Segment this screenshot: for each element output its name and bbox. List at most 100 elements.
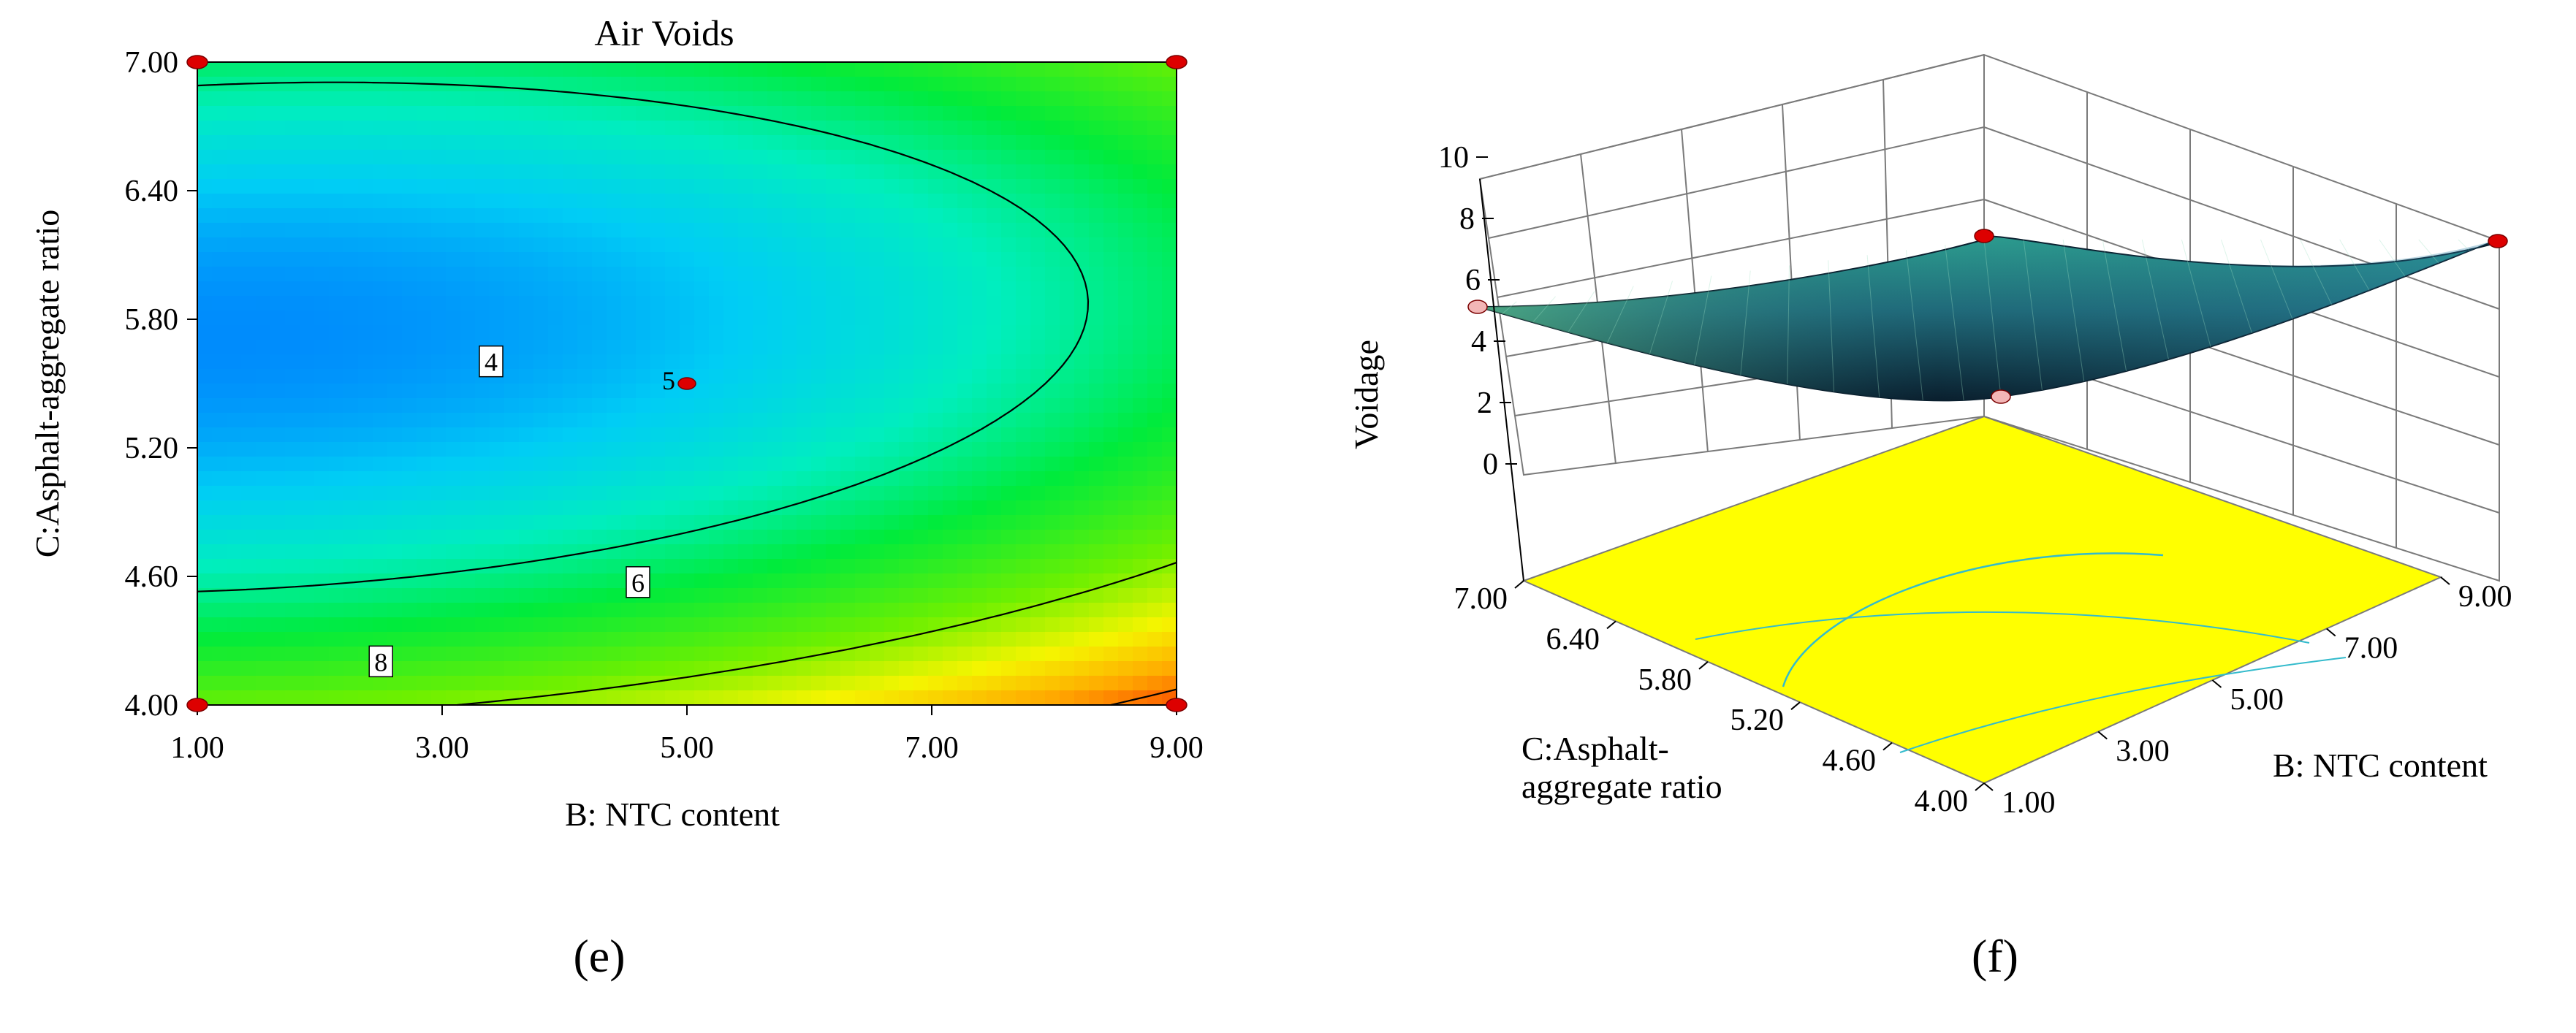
heat-cell bbox=[475, 486, 490, 501]
heat-cell bbox=[241, 340, 257, 355]
heat-cell bbox=[957, 632, 973, 647]
heat-cell bbox=[417, 573, 432, 589]
heat-cell bbox=[928, 121, 943, 136]
y-tick-label: 4.00 bbox=[1915, 785, 1969, 818]
heat-cell bbox=[592, 486, 607, 501]
heat-cell bbox=[1118, 515, 1133, 530]
heat-cell bbox=[519, 369, 534, 384]
heat-cell bbox=[256, 559, 271, 574]
heat-cell bbox=[490, 310, 505, 326]
heat-cell bbox=[840, 91, 856, 107]
heat-cell bbox=[358, 237, 373, 253]
heat-cell bbox=[475, 179, 490, 194]
heat-cell bbox=[533, 603, 549, 618]
heat-cell bbox=[533, 62, 549, 77]
heat-cell bbox=[343, 106, 359, 121]
heat-cell bbox=[548, 384, 563, 399]
heat-cell bbox=[870, 617, 885, 633]
heat-cell bbox=[884, 310, 900, 326]
heat-cell bbox=[256, 530, 271, 545]
heat-cell bbox=[738, 150, 753, 165]
heat-cell bbox=[1016, 588, 1031, 603]
heat-cell bbox=[592, 194, 607, 209]
heat-cell bbox=[1045, 500, 1060, 516]
heat-cell bbox=[402, 340, 417, 355]
heat-cell bbox=[1147, 237, 1163, 253]
heat-cell bbox=[767, 179, 783, 194]
heat-cell bbox=[723, 471, 739, 487]
heat-cell bbox=[402, 77, 417, 92]
heat-cell bbox=[1016, 617, 1031, 633]
heat-cell bbox=[840, 164, 856, 180]
heat-cell bbox=[490, 398, 505, 413]
heat-cell bbox=[811, 194, 827, 209]
heat-cell bbox=[256, 121, 271, 136]
heat-cell bbox=[504, 194, 520, 209]
heat-cell bbox=[972, 530, 987, 545]
heat-cell bbox=[490, 91, 505, 107]
heat-cell bbox=[256, 573, 271, 589]
heat-cell bbox=[767, 223, 783, 238]
heat-cell bbox=[592, 208, 607, 224]
heat-cell bbox=[300, 369, 315, 384]
heat-cell bbox=[300, 62, 315, 77]
heat-cell bbox=[855, 486, 870, 501]
heat-cell bbox=[767, 690, 783, 706]
heat-cell bbox=[460, 354, 476, 370]
heat-cell bbox=[1001, 471, 1017, 487]
heat-cell bbox=[1103, 150, 1119, 165]
heat-cell bbox=[285, 267, 300, 282]
heat-cell bbox=[314, 91, 330, 107]
heat-cell bbox=[870, 486, 885, 501]
heat-cell bbox=[753, 369, 768, 384]
heat-cell bbox=[899, 442, 914, 457]
heat-cell bbox=[402, 296, 417, 311]
heat-cell bbox=[431, 237, 447, 253]
heat-cell bbox=[694, 369, 710, 384]
heat-cell bbox=[519, 384, 534, 399]
heat-cell bbox=[519, 588, 534, 603]
heat-cell bbox=[870, 179, 885, 194]
heat-cell bbox=[343, 135, 359, 150]
heat-cell bbox=[1118, 398, 1133, 413]
heat-cell bbox=[358, 384, 373, 399]
heat-cell bbox=[241, 354, 257, 370]
heat-cell bbox=[387, 354, 403, 370]
heat-cell bbox=[607, 427, 622, 443]
heat-cell bbox=[563, 676, 578, 691]
heat-cell bbox=[840, 690, 856, 706]
heat-cell bbox=[1016, 515, 1031, 530]
heat-cell bbox=[987, 194, 1002, 209]
heat-cell bbox=[1030, 106, 1046, 121]
heat-cell bbox=[753, 150, 768, 165]
heat-cell bbox=[709, 121, 724, 136]
heat-cell bbox=[300, 559, 315, 574]
heat-cell bbox=[402, 252, 417, 267]
heat-cell bbox=[197, 310, 213, 326]
heat-cell bbox=[1045, 208, 1060, 224]
heat-cell bbox=[431, 354, 447, 370]
heat-cell bbox=[387, 91, 403, 107]
heat-cell bbox=[826, 267, 841, 282]
heat-cell bbox=[753, 661, 768, 676]
heat-cell bbox=[913, 530, 929, 545]
heat-cell bbox=[417, 296, 432, 311]
heat-cell bbox=[913, 325, 929, 340]
mesh-line bbox=[1649, 281, 1673, 354]
heat-cell bbox=[197, 121, 213, 136]
heat-cell bbox=[446, 121, 461, 136]
heat-cell bbox=[460, 588, 476, 603]
y-tick-label: 4.00 bbox=[125, 689, 179, 723]
heat-cell bbox=[753, 573, 768, 589]
heat-cell bbox=[928, 384, 943, 399]
heat-cell bbox=[1045, 573, 1060, 589]
heat-cell bbox=[694, 267, 710, 282]
heat-cell bbox=[870, 442, 885, 457]
heat-cell bbox=[1060, 676, 1075, 691]
heat-cell bbox=[987, 267, 1002, 282]
heat-cell bbox=[504, 267, 520, 282]
heat-cell bbox=[1118, 457, 1133, 472]
heat-cell bbox=[782, 340, 797, 355]
heat-cell bbox=[753, 515, 768, 530]
